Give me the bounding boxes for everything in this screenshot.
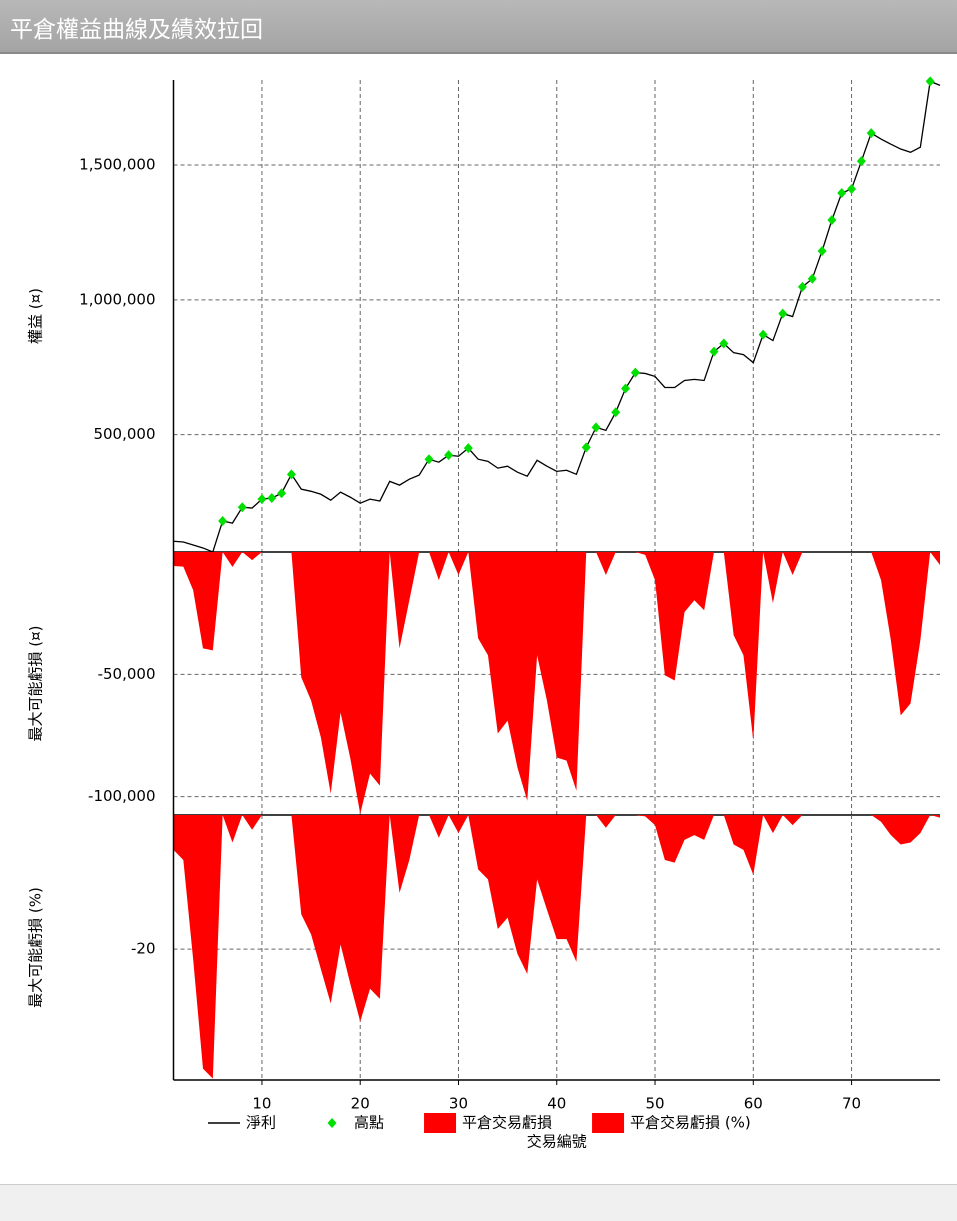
y-axis-label: 權益 (¤) [27,288,45,344]
marker [630,367,640,378]
x-tick-label: 10 [252,1095,271,1113]
footer-bar [0,1184,957,1221]
marker [277,488,287,499]
x-tick-label: 70 [842,1095,861,1113]
legend-swatch [592,1113,625,1133]
area [173,815,940,1079]
y-tick-label: 1,000,000 [79,290,155,308]
area [173,552,940,814]
y-tick-label: -100,000 [88,787,155,805]
x-tick-label: 30 [449,1095,468,1113]
legend-swatch [327,1118,337,1128]
marker [267,493,277,504]
title: 平倉權益曲線及績效拉回 [10,17,263,43]
marker [286,469,296,480]
marker [817,245,827,256]
marker [444,450,454,461]
marker [581,442,591,453]
y-tick-label: -20 [131,940,156,958]
y-axis-label: 最大可能虧損 (¤) [27,625,45,741]
marker [591,422,601,433]
marker [218,515,228,526]
chart: 500,000 1,000,000 1,500,000 權益 (¤) -100,000 -… [27,76,941,1151]
marker [837,188,847,199]
y-axis-label: 最大可能虧損 (%) [27,887,45,1008]
x-axis-label: 交易編號 [527,1133,587,1151]
marker [797,281,807,292]
marker [925,76,935,87]
header: 平倉權益曲線及績效拉回 [0,0,957,54]
marker [866,128,876,139]
marker [621,383,631,394]
marker [847,183,857,194]
legend-label: 平倉交易虧損 (%) [630,1114,751,1132]
marker [463,443,473,454]
x-tick-label: 40 [547,1095,566,1113]
marker [424,454,434,465]
legend-swatch [424,1113,457,1133]
legend-label: 平倉交易虧損 [462,1114,552,1132]
x-tick-label: 60 [744,1095,763,1113]
marker [719,338,729,349]
x-tick-label: 20 [351,1095,370,1113]
x-tick-label: 50 [645,1095,664,1113]
y-tick-label: 500,000 [93,425,155,443]
legend-label: 高點 [354,1114,384,1132]
marker [827,214,837,225]
marker [758,329,768,340]
marker [778,308,788,319]
marker [709,346,719,357]
legend-label: 淨利 [246,1114,276,1132]
marker [257,494,267,505]
marker [611,407,621,418]
marker [856,156,866,167]
marker [807,273,817,284]
y-tick-label: -50,000 [98,665,156,683]
y-tick-label: 1,500,000 [79,155,155,173]
marker [237,502,247,513]
